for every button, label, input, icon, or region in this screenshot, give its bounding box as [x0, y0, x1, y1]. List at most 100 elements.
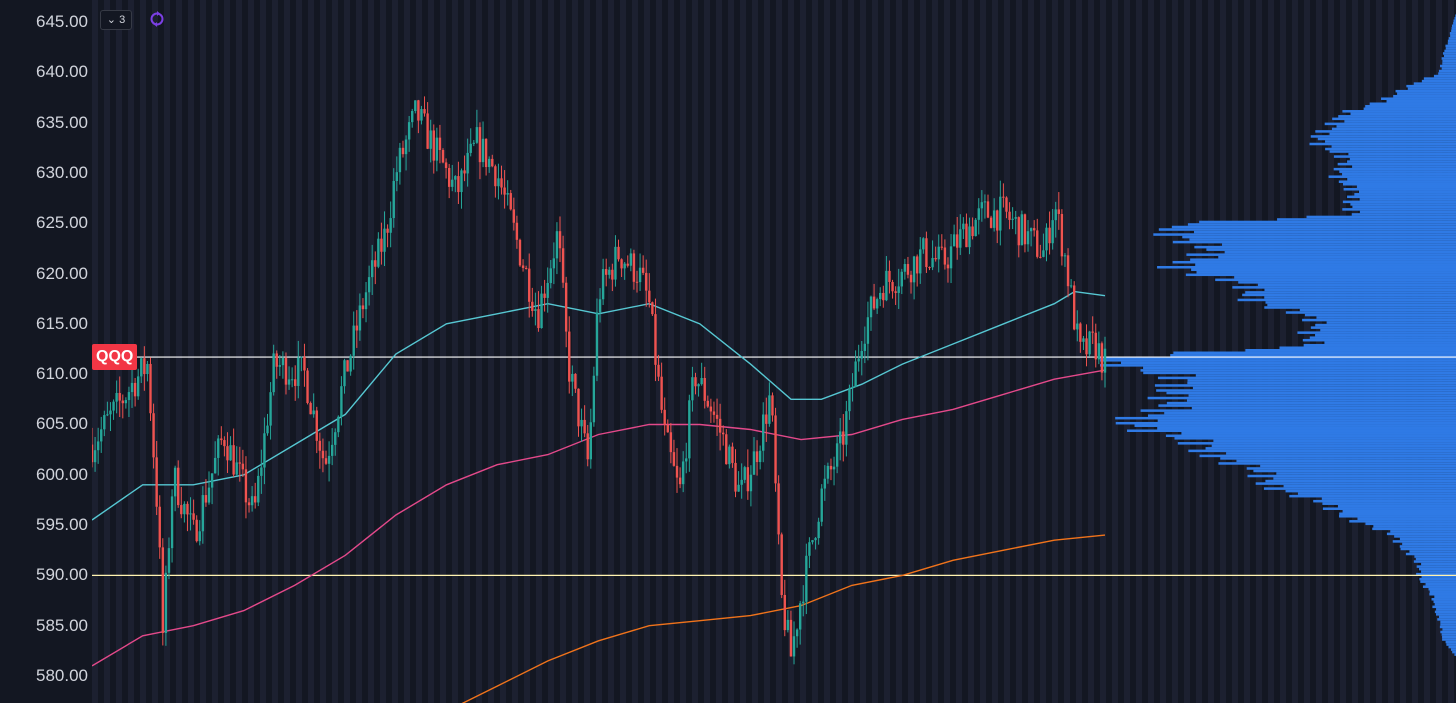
volume-profile-bar: [1451, 27, 1456, 30]
volume-profile-bar: [1395, 89, 1456, 93]
grid-stripe: [1184, 0, 1190, 703]
grid-stripe: [452, 0, 458, 703]
volume-profile-bar: [1100, 364, 1456, 367]
candle-body: [592, 375, 596, 423]
sync-icon[interactable]: [148, 10, 166, 28]
volume-profile-bar: [1195, 263, 1456, 266]
candle-body: [1029, 228, 1033, 232]
volume-profile-bar: [1195, 374, 1456, 377]
volume-profile-bar: [1422, 585, 1456, 588]
candle-body: [491, 158, 494, 167]
candle-body: [734, 462, 737, 492]
grid-stripe: [884, 0, 890, 703]
volume-profile-bar: [1442, 52, 1456, 55]
volume-profile-bar: [1342, 110, 1456, 113]
candle-body: [478, 127, 482, 163]
candle-body: [389, 218, 392, 233]
grid-stripe: [1004, 0, 1010, 703]
volume-profile-bar: [1447, 39, 1456, 43]
candle-body: [752, 451, 756, 475]
candle-body: [808, 542, 811, 556]
candle-body: [426, 113, 429, 149]
candle-body: [956, 234, 959, 248]
candle-body: [635, 281, 639, 283]
grid-stripe: [896, 0, 902, 703]
volume-profile-bar: [1279, 346, 1456, 349]
candle-body: [805, 555, 808, 602]
volume-profile-bar: [1134, 424, 1456, 427]
volume-profile-bar: [1400, 547, 1456, 551]
collapse-indicators-button[interactable]: ⌄ 3: [100, 10, 132, 30]
candle-body: [198, 531, 201, 542]
candle-body: [706, 400, 710, 407]
candle-body: [1082, 338, 1085, 342]
candle-body: [130, 382, 134, 393]
grid-stripe: [908, 0, 914, 703]
candle-body: [170, 496, 174, 549]
candle-body: [675, 465, 679, 478]
candle-body: [318, 440, 322, 451]
grid-stripe: [140, 0, 146, 703]
candle-body: [100, 429, 103, 442]
volume-profile-bar: [1425, 582, 1456, 586]
y-tick-label: 610.00: [36, 364, 88, 384]
candle-body: [629, 253, 633, 266]
candle-body: [334, 432, 337, 445]
volume-profile-bar: [1324, 341, 1456, 344]
candle-body: [826, 465, 830, 479]
candle-body: [829, 465, 833, 470]
volume-profile-bar: [1316, 316, 1456, 319]
candle-body: [700, 377, 703, 385]
volume-profile-bar: [1186, 399, 1456, 402]
volume-profile-bar: [1339, 515, 1456, 518]
volume-profile-bar: [1444, 49, 1456, 53]
candle-body: [789, 619, 793, 657]
grid-stripe: [776, 0, 782, 703]
candle-body: [543, 293, 546, 298]
volume-profile-bar: [1454, 653, 1456, 656]
candle-body: [355, 325, 358, 331]
candle-body: [466, 152, 469, 174]
volume-profile-bar: [1350, 112, 1456, 116]
candle-body: [124, 400, 128, 404]
candle-body: [1023, 214, 1027, 245]
candle-body: [577, 388, 580, 427]
volume-profile-bar: [1317, 137, 1456, 141]
candle-body: [1094, 332, 1097, 360]
candle-body: [266, 425, 269, 434]
volume-profile-bar: [1453, 22, 1456, 25]
candle-body: [897, 286, 900, 293]
volume-profile-bar: [1421, 562, 1456, 566]
grid-stripe: [872, 0, 878, 703]
volume-profile-bar: [1359, 198, 1456, 201]
volume-profile-bar: [1255, 482, 1456, 485]
grid-stripe: [968, 0, 974, 703]
candle-body: [648, 290, 651, 303]
candle-body: [429, 130, 432, 149]
grid-stripe: [1208, 0, 1214, 703]
candle-body: [275, 353, 278, 367]
candle-body: [832, 466, 836, 470]
volume-profile-bar: [1437, 618, 1456, 621]
candle-body: [500, 178, 503, 188]
candle-body: [691, 377, 694, 401]
candle-body: [580, 419, 583, 427]
y-tick-label: 630.00: [36, 162, 88, 182]
candle-body: [866, 317, 870, 344]
grid-stripe: [1124, 0, 1130, 703]
volume-profile-bar: [1297, 492, 1456, 495]
candle-body: [718, 418, 722, 433]
y-tick-label: 645.00: [36, 12, 88, 31]
candle-body: [903, 264, 907, 272]
grid-stripe: [848, 0, 854, 703]
volume-profile-bar: [1369, 102, 1456, 106]
volume-profile-bar: [1215, 278, 1456, 282]
candle-body: [823, 478, 827, 489]
candle-body: [740, 479, 743, 485]
volume-profile-bar: [1338, 115, 1456, 118]
candle-body: [300, 356, 303, 358]
volume-profile-bar: [1436, 608, 1456, 611]
volume-profile-bar: [1419, 567, 1456, 571]
grid-stripe: [200, 0, 206, 703]
